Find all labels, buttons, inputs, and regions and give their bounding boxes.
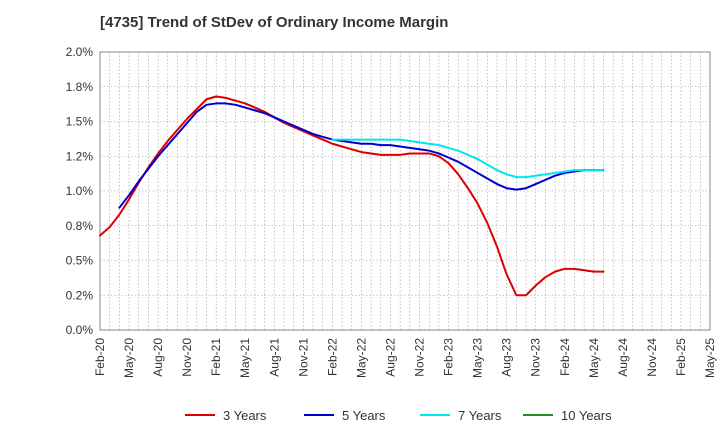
x-tick-label: May-21 xyxy=(238,338,252,378)
x-tick-label: Aug-23 xyxy=(500,338,514,377)
legend-label: 5 Years xyxy=(342,408,386,423)
x-tick-label: Nov-23 xyxy=(529,338,543,377)
x-tick-label: May-23 xyxy=(471,338,485,378)
x-tick-label: Feb-25 xyxy=(674,338,688,376)
y-tick-label: 2.0% xyxy=(66,45,94,59)
x-tick-label: Nov-20 xyxy=(180,338,194,377)
x-tick-label: May-24 xyxy=(587,338,601,378)
series-line-5-years xyxy=(118,102,605,209)
y-tick-label: 0.0% xyxy=(66,323,94,337)
x-tick-label: Feb-21 xyxy=(209,338,223,376)
x-tick-label: Nov-24 xyxy=(645,338,659,377)
y-tick-label: 1.5% xyxy=(66,115,94,129)
legend-label: 3 Years xyxy=(223,408,267,423)
y-tick-label: 0.2% xyxy=(66,288,94,302)
y-tick-label: 1.0% xyxy=(66,184,94,198)
x-tick-label: Feb-24 xyxy=(558,338,572,376)
x-tick-label: Feb-23 xyxy=(442,338,456,376)
x-tick-label: Aug-22 xyxy=(383,338,397,377)
x-tick-label: Feb-22 xyxy=(325,338,339,376)
x-tick-label: Nov-22 xyxy=(413,338,427,377)
y-tick-label: 0.5% xyxy=(66,254,94,268)
y-tick-label: 1.8% xyxy=(66,80,94,94)
y-tick-label: 0.8% xyxy=(66,219,94,233)
x-tick-label: Aug-24 xyxy=(616,338,630,377)
x-tick-label: May-20 xyxy=(122,338,136,378)
y-tick-label: 1.2% xyxy=(66,149,94,163)
plot-border xyxy=(99,51,711,331)
x-tick-label: Aug-20 xyxy=(151,338,165,377)
x-tick-label: Feb-20 xyxy=(93,338,107,376)
x-tick-label: Nov-21 xyxy=(296,338,310,377)
series-line-7-years xyxy=(331,138,605,179)
legend-label: 10 Years xyxy=(561,408,612,423)
legend-label: 7 Years xyxy=(458,408,502,423)
x-tick-label: May-25 xyxy=(703,338,717,378)
chart-title: [4735] Trend of StDev of Ordinary Income… xyxy=(100,14,449,31)
x-tick-label: Aug-21 xyxy=(267,338,281,377)
series-line-3-years xyxy=(99,95,605,297)
x-tick-label: May-22 xyxy=(354,338,368,378)
